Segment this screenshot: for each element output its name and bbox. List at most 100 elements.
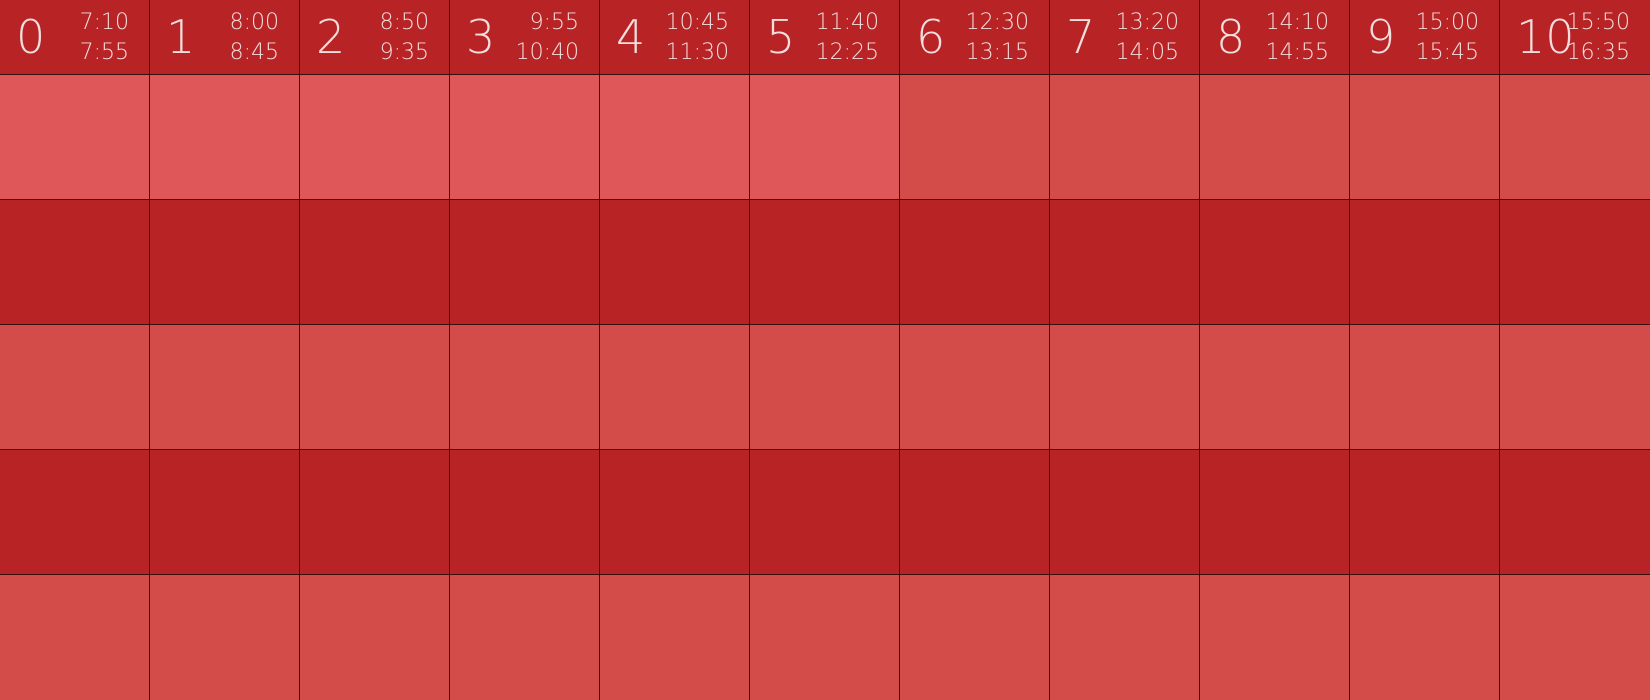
period-header-4[interactable]: 4 10:45 11:30 <box>600 0 750 75</box>
period-header-0[interactable]: 0 7:10 7:55 <box>0 0 150 75</box>
period-header-5[interactable]: 5 11:40 12:25 <box>750 0 900 75</box>
period-times: 15:50 16:35 <box>1567 8 1630 68</box>
timetable-cell[interactable] <box>750 575 900 700</box>
timetable-cell[interactable] <box>1350 450 1500 574</box>
period-header-9[interactable]: 9 15:00 15:45 <box>1350 0 1500 75</box>
period-end-time: 14:05 <box>1115 40 1179 65</box>
timetable-cell[interactable] <box>1200 325 1350 449</box>
timetable-cell[interactable] <box>750 450 900 574</box>
period-start-time: 14:10 <box>1265 10 1329 35</box>
period-times: 8:50 9:35 <box>380 8 429 68</box>
timetable-cell[interactable] <box>1350 75 1500 199</box>
timetable-cell[interactable] <box>1050 325 1200 449</box>
period-end-time: 12:25 <box>815 40 879 65</box>
timetable-cell[interactable] <box>750 75 900 199</box>
period-end-time: 15:45 <box>1415 40 1479 65</box>
period-header-1[interactable]: 1 8:00 8:45 <box>150 0 300 75</box>
timetable-cell[interactable] <box>900 200 1050 324</box>
timetable-cell[interactable] <box>450 200 600 324</box>
timetable-cell[interactable] <box>1200 450 1350 574</box>
period-start-time: 15:50 <box>1566 10 1630 35</box>
timetable-cell[interactable] <box>1050 575 1200 700</box>
period-header-8[interactable]: 8 14:10 14:55 <box>1200 0 1350 75</box>
timetable-cell[interactable] <box>1500 575 1650 700</box>
timetable-cell[interactable] <box>900 450 1050 574</box>
timetable-cell[interactable] <box>450 325 600 449</box>
timetable-cell[interactable] <box>150 75 300 199</box>
timetable-cell[interactable] <box>300 200 450 324</box>
timetable-body <box>0 75 1650 700</box>
period-times: 13:20 14:05 <box>1116 8 1179 68</box>
period-end-time: 11:30 <box>665 40 729 65</box>
timetable-cell[interactable] <box>1350 325 1500 449</box>
timetable-cell[interactable] <box>450 450 600 574</box>
period-header-3[interactable]: 3 9:55 10:40 <box>450 0 600 75</box>
period-header-row: 0 7:10 7:55 1 8:00 8:45 2 8:50 9:35 3 9:… <box>0 0 1650 75</box>
period-start-time: 7:10 <box>79 10 129 35</box>
timetable-cell[interactable] <box>750 200 900 324</box>
period-end-time: 9:35 <box>379 40 429 65</box>
timetable-cell[interactable] <box>150 450 300 574</box>
period-end-time: 10:40 <box>515 40 579 65</box>
period-times: 14:10 14:55 <box>1266 8 1329 68</box>
timetable-cell[interactable] <box>0 450 150 574</box>
timetable-cell[interactable] <box>1500 450 1650 574</box>
timetable-cell[interactable] <box>1200 200 1350 324</box>
timetable-cell[interactable] <box>1350 200 1500 324</box>
period-times: 9:55 10:40 <box>516 8 579 68</box>
timetable-cell[interactable] <box>600 325 750 449</box>
timetable-cell[interactable] <box>0 575 150 700</box>
timetable-cell[interactable] <box>1500 75 1650 199</box>
timetable-cell[interactable] <box>1500 325 1650 449</box>
period-start-time: 10:45 <box>665 10 729 35</box>
timetable-cell[interactable] <box>450 75 600 199</box>
timetable-row <box>0 450 1650 575</box>
timetable-cell[interactable] <box>300 325 450 449</box>
timetable-cell[interactable] <box>0 325 150 449</box>
period-end-time: 8:45 <box>229 40 279 65</box>
timetable-cell[interactable] <box>150 200 300 324</box>
timetable-cell[interactable] <box>1050 200 1200 324</box>
timetable-cell[interactable] <box>1350 575 1500 700</box>
period-number: 8 <box>1216 10 1246 64</box>
timetable-cell[interactable] <box>300 450 450 574</box>
timetable-cell[interactable] <box>600 575 750 700</box>
timetable-cell[interactable] <box>1050 450 1200 574</box>
timetable-cell[interactable] <box>750 325 900 449</box>
timetable-row <box>0 200 1650 325</box>
timetable-cell[interactable] <box>0 75 150 199</box>
timetable-row <box>0 75 1650 200</box>
period-header-7[interactable]: 7 13:20 14:05 <box>1050 0 1200 75</box>
period-start-time: 8:50 <box>379 10 429 35</box>
period-header-6[interactable]: 6 12:30 13:15 <box>900 0 1050 75</box>
timetable-cell[interactable] <box>1500 200 1650 324</box>
period-times: 12:30 13:15 <box>966 8 1029 68</box>
timetable-cell[interactable] <box>1200 575 1350 700</box>
period-header-10[interactable]: 10 15:50 16:35 <box>1500 0 1650 75</box>
timetable-cell[interactable] <box>150 325 300 449</box>
period-start-time: 8:00 <box>229 10 279 35</box>
timetable-cell[interactable] <box>900 575 1050 700</box>
timetable-cell[interactable] <box>1050 75 1200 199</box>
timetable-cell[interactable] <box>0 200 150 324</box>
timetable-cell[interactable] <box>1200 75 1350 199</box>
period-times: 7:10 7:55 <box>80 8 129 68</box>
period-number: 1 <box>166 10 196 64</box>
timetable-cell[interactable] <box>300 575 450 700</box>
period-end-time: 13:15 <box>965 40 1029 65</box>
period-number: 5 <box>766 10 796 64</box>
period-times: 8:00 8:45 <box>230 8 279 68</box>
period-number: 7 <box>1066 10 1096 64</box>
timetable-cell[interactable] <box>150 575 300 700</box>
timetable-cell[interactable] <box>300 75 450 199</box>
period-start-time: 12:30 <box>965 10 1029 35</box>
period-start-time: 15:00 <box>1415 10 1479 35</box>
timetable-cell[interactable] <box>900 75 1050 199</box>
timetable-cell[interactable] <box>900 325 1050 449</box>
timetable-cell[interactable] <box>600 450 750 574</box>
period-start-time: 11:40 <box>815 10 879 35</box>
timetable-cell[interactable] <box>600 75 750 199</box>
timetable-cell[interactable] <box>450 575 600 700</box>
timetable-cell[interactable] <box>600 200 750 324</box>
period-header-2[interactable]: 2 8:50 9:35 <box>300 0 450 75</box>
